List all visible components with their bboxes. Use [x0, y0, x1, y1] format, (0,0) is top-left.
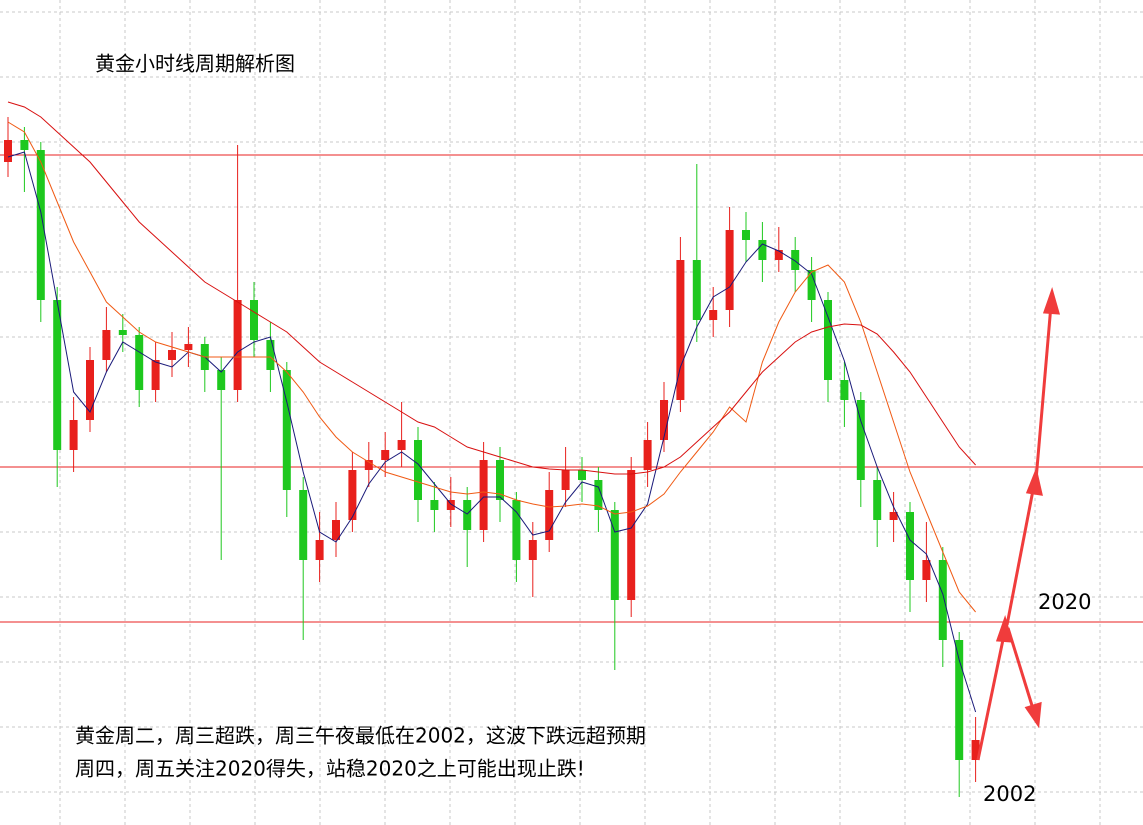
level-label: 2020	[1038, 590, 1091, 614]
candle-body	[381, 450, 390, 460]
candle-body	[643, 440, 652, 470]
candle-body	[184, 344, 193, 350]
candle-body	[446, 500, 455, 510]
moving-average	[7, 151, 977, 713]
candle-body	[53, 300, 62, 450]
candle-body	[545, 490, 554, 540]
candle-body	[676, 260, 685, 400]
candle-body	[315, 540, 324, 560]
candle-body	[971, 740, 980, 760]
candle-body	[528, 540, 537, 560]
candle-body	[807, 270, 816, 300]
candle-body	[430, 500, 439, 510]
candle-body	[69, 420, 78, 450]
candle-body	[512, 500, 521, 560]
arrow-line	[1034, 304, 1053, 481]
candle-body	[594, 480, 603, 510]
candle-body	[364, 460, 373, 470]
arrow-head	[1024, 701, 1042, 729]
plot	[0, 101, 1143, 797]
candle-body	[348, 470, 357, 520]
candle-body	[86, 360, 94, 420]
candle-body	[102, 330, 111, 360]
candle-body	[479, 460, 488, 530]
candle-body	[217, 370, 226, 390]
candle-body	[906, 512, 914, 580]
candle-body	[709, 310, 718, 320]
low-label: 2002	[983, 782, 1036, 806]
candle-body	[332, 520, 340, 540]
arrow-head	[1042, 287, 1061, 315]
candle-body	[561, 470, 570, 490]
candle-body	[233, 300, 242, 390]
forecast-arrows	[976, 287, 1061, 761]
candle-body	[4, 140, 12, 162]
arrow-line	[1005, 484, 1036, 626]
candle-body	[873, 480, 882, 520]
candle-body	[660, 400, 668, 440]
candle-body	[610, 510, 619, 600]
candle-body	[496, 460, 504, 500]
candle-body	[250, 300, 258, 340]
candle-body	[938, 560, 947, 640]
annotation: 周四，周五关注2020得失，站稳2020之上可能出现止跌!	[75, 757, 585, 781]
candle-body	[889, 512, 898, 520]
candle-body	[282, 370, 291, 490]
arrow-head	[1025, 466, 1043, 496]
candle-body	[774, 250, 783, 260]
arrow-line	[1006, 627, 1036, 713]
candle-body	[692, 260, 701, 320]
candle-body	[824, 300, 832, 380]
moving-average	[7, 101, 976, 475]
candle-body	[856, 400, 865, 480]
candle-body	[135, 335, 144, 390]
candle-body	[742, 230, 750, 240]
candle-body	[20, 140, 29, 150]
candle-body	[151, 360, 160, 390]
candle-body	[758, 240, 767, 260]
candle-body	[397, 440, 406, 450]
arrow-line	[976, 629, 1007, 761]
moving-average	[7, 121, 976, 613]
candle-body	[955, 640, 964, 760]
candle-body	[118, 330, 127, 335]
candle-body	[168, 350, 176, 360]
candle-body	[414, 440, 422, 500]
annotation: 黄金周二，周三超跌，周三午夜最低在2002，这波下跌远超预期	[75, 724, 646, 748]
candle-body	[578, 470, 586, 480]
candle-body	[791, 250, 800, 270]
candle-body	[725, 230, 734, 310]
chart-title: 黄金小时线周期解析图	[95, 52, 295, 76]
candle-body	[299, 490, 308, 560]
candle-body	[36, 150, 45, 300]
candle-body	[840, 380, 849, 400]
candle-body	[922, 560, 931, 580]
candle-body	[463, 500, 472, 530]
candle-body	[627, 470, 636, 600]
candle-body	[266, 340, 275, 370]
